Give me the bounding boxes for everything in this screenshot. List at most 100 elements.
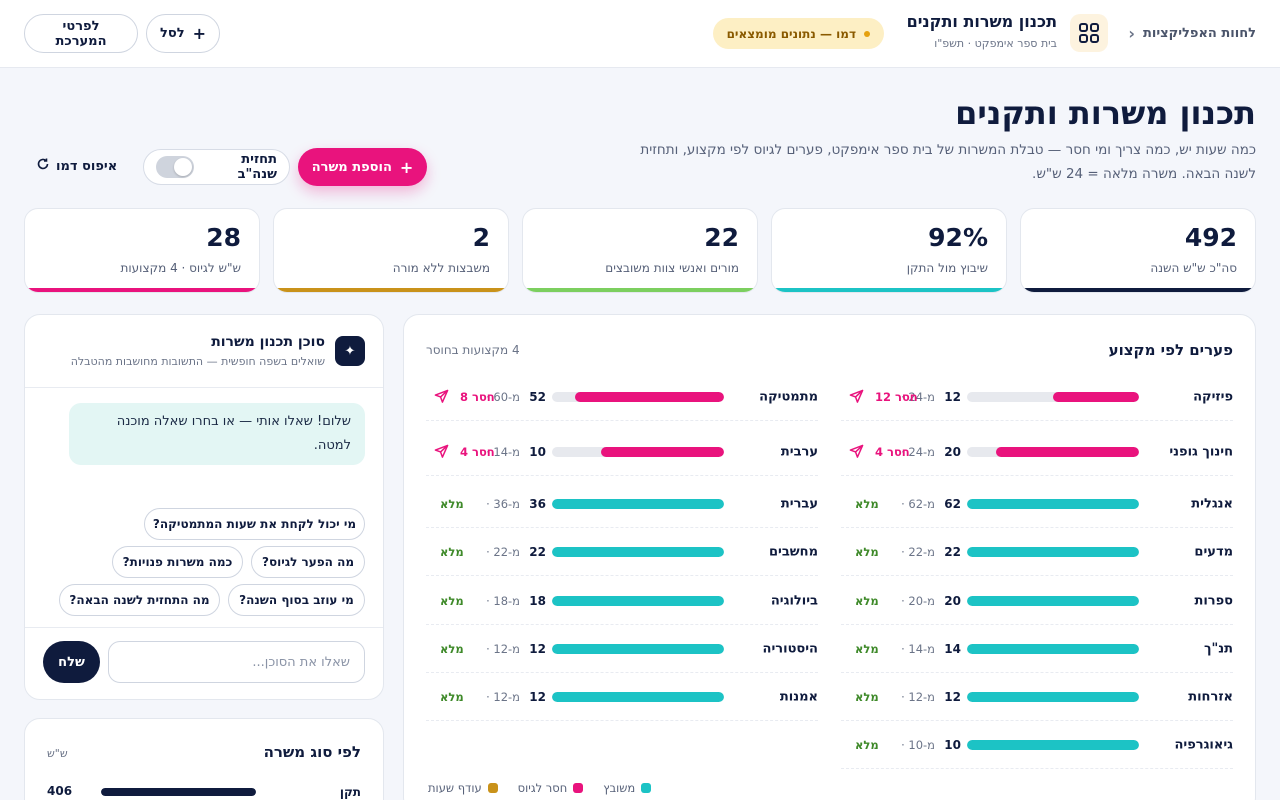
system-details-button[interactable]: לפרטי המערכת bbox=[24, 14, 138, 53]
separator-dot: · bbox=[901, 444, 909, 459]
kpi-card-staff-count: 22 מורים ואנשי צוות משובצים bbox=[522, 208, 758, 293]
reset-demo-button[interactable]: איפוס דמו bbox=[36, 157, 117, 175]
full-status: מלא bbox=[855, 544, 879, 559]
required-hours-text: מ-12 bbox=[908, 689, 935, 704]
assigned-hours: 12 bbox=[529, 689, 546, 704]
subject-name: ספרות bbox=[1194, 593, 1233, 608]
suggested-question-chip[interactable]: כמה משרות פנויות? bbox=[112, 546, 243, 578]
send-button[interactable]: שלח bbox=[43, 641, 100, 683]
suggested-question-chip[interactable]: מה התחזית לשנה הבאה? bbox=[59, 584, 220, 616]
short-subjects-count: 4 מקצועות בחוסר bbox=[426, 343, 520, 357]
top-bar: לחוות האפליקציות ‹ תכנון משרות ותקנים בי… bbox=[0, 0, 1280, 68]
shortage-status: חסר 8 bbox=[460, 389, 495, 404]
required-hours-text: מ-12 bbox=[493, 641, 520, 656]
separator-dot: · bbox=[901, 689, 909, 704]
assigned-hours: 22 bbox=[944, 544, 961, 559]
kpi-value: 28 bbox=[206, 223, 241, 252]
subject-row: מחשבים 22 מ-22 · מלא bbox=[426, 528, 818, 576]
demo-badge-label: דמו — נתונים מומצאים bbox=[726, 26, 856, 41]
shortage-status: חסר 4 bbox=[460, 444, 495, 459]
toggle-switch[interactable] bbox=[156, 156, 194, 178]
required-hours-text: מ-36 bbox=[493, 496, 520, 511]
subject-name: אנגלית bbox=[1191, 496, 1233, 511]
required-hours: מ-14 · bbox=[901, 642, 935, 656]
separator-dot: · bbox=[901, 544, 909, 559]
add-to-cart-button[interactable]: + לסל bbox=[146, 14, 220, 53]
subject-name: אמנות bbox=[779, 689, 818, 704]
plus-icon: + bbox=[399, 157, 414, 177]
legend-item: חסר לגיוס bbox=[518, 781, 584, 795]
forecast-toggle-label: תחזית שנה"ב bbox=[237, 152, 277, 182]
suggested-question-chip[interactable]: מי יכול לקחת את שעות המתמטיקה? bbox=[144, 508, 365, 540]
required-hours: מ-22 · bbox=[486, 545, 520, 559]
kpi-accent-bar bbox=[772, 288, 1006, 292]
legend-swatch bbox=[573, 783, 584, 793]
agent-greeting-bubble: שלום! שאלו אותי — או בחרו שאלה מוכנה למט… bbox=[69, 403, 365, 465]
separator-dot: · bbox=[901, 593, 909, 608]
required-hours-text: מ-24 bbox=[908, 389, 935, 404]
required-hours: מ-24 · bbox=[901, 445, 935, 459]
subject-bar-fill bbox=[552, 643, 724, 654]
post-type-value: 406 bbox=[47, 784, 73, 798]
details-label: לפרטי המערכת bbox=[55, 18, 107, 49]
required-hours-text: מ-24 bbox=[908, 444, 935, 459]
kpi-accent-bar bbox=[25, 288, 259, 292]
status-dot-icon bbox=[864, 30, 870, 37]
subject-bar-fill bbox=[967, 691, 1139, 702]
full-status: מלא bbox=[855, 689, 879, 704]
subject-name: מתמטיקה bbox=[759, 389, 818, 404]
full-status: מלא bbox=[855, 737, 879, 752]
kpi-label: מורים ואנשי צוות משובצים bbox=[605, 261, 739, 275]
app-title: תכנון משרות ותקנים bbox=[906, 12, 1057, 31]
full-status: מלא bbox=[855, 593, 879, 608]
plus-icon: + bbox=[192, 24, 206, 43]
apps-grid-icon bbox=[1070, 14, 1108, 52]
suggested-question-chip[interactable]: מה הפער לגיוס? bbox=[251, 546, 365, 578]
send-recruit-icon[interactable] bbox=[432, 388, 450, 406]
send-recruit-icon[interactable] bbox=[847, 388, 865, 406]
back-to-apps-link[interactable]: לחוות האפליקציות ‹ bbox=[1128, 24, 1256, 43]
add-post-button[interactable]: + הוספת משרה bbox=[298, 148, 427, 186]
assigned-hours: 14 bbox=[944, 641, 961, 656]
subject-name: פיזיקה bbox=[1193, 389, 1233, 404]
subject-row: פיזיקה 12 מ-24 · חסר 12 bbox=[841, 373, 1233, 421]
separator-dot: · bbox=[901, 737, 909, 752]
agent-question-input[interactable] bbox=[108, 641, 365, 683]
separator-dot: · bbox=[901, 641, 909, 656]
required-hours: מ-10 · bbox=[901, 738, 935, 752]
full-status: מלא bbox=[440, 593, 464, 608]
subject-row: ערבית 10 מ-14 · חסר 4 bbox=[426, 428, 818, 476]
required-hours: מ-20 · bbox=[901, 594, 935, 608]
send-recruit-icon[interactable] bbox=[432, 443, 450, 461]
kpi-label: ש"ש לגיוס · 4 מקצועות bbox=[120, 261, 241, 275]
legend-label: חסר לגיוס bbox=[517, 781, 568, 795]
kpi-accent-bar bbox=[1021, 288, 1255, 292]
assigned-hours: 22 bbox=[529, 544, 546, 559]
full-status: מלא bbox=[440, 641, 464, 656]
planning-agent-panel: ✦ סוכן תכנון משרות שואלים בשפה חופשית — … bbox=[24, 314, 384, 700]
subject-bar-fill bbox=[552, 595, 724, 606]
panel-title: לפי סוג משרה bbox=[263, 743, 361, 761]
page-description: כמה שעות יש, כמה צריך ומי חסר — טבלת המש… bbox=[640, 142, 1256, 182]
subject-name: גיאוגרפיה bbox=[1174, 737, 1233, 752]
required-hours: מ-12 · bbox=[486, 642, 520, 656]
subject-name: ביולוגיה bbox=[770, 593, 818, 608]
required-hours: מ-14 · bbox=[486, 445, 520, 459]
required-hours-text: מ-10 bbox=[908, 737, 935, 752]
subject-name: עברית bbox=[780, 496, 818, 511]
kpi-value: 492 bbox=[1184, 223, 1237, 252]
suggested-question-chip[interactable]: מי עוזב בסוף השנה? bbox=[228, 584, 365, 616]
subject-name: תנ"ך bbox=[1203, 641, 1233, 656]
forecast-toggle[interactable]: תחזית שנה"ב bbox=[143, 149, 290, 185]
send-recruit-icon[interactable] bbox=[847, 443, 865, 461]
assigned-hours: 10 bbox=[944, 737, 961, 752]
post-type-bar-track bbox=[101, 788, 256, 796]
subject-bar-track bbox=[967, 691, 1139, 702]
subject-bar-track bbox=[967, 595, 1139, 606]
subject-row: חינוך גופני 20 מ-24 · חסר 4 bbox=[841, 428, 1233, 476]
panel-title: פערים לפי מקצוע bbox=[1108, 341, 1233, 359]
required-hours: מ-18 · bbox=[486, 594, 520, 608]
post-type-panel: לפי סוג משרה ש"ש תקן 406 bbox=[24, 718, 384, 800]
subject-name: היסטוריה bbox=[762, 641, 818, 656]
required-hours: מ-60 · bbox=[486, 390, 520, 404]
